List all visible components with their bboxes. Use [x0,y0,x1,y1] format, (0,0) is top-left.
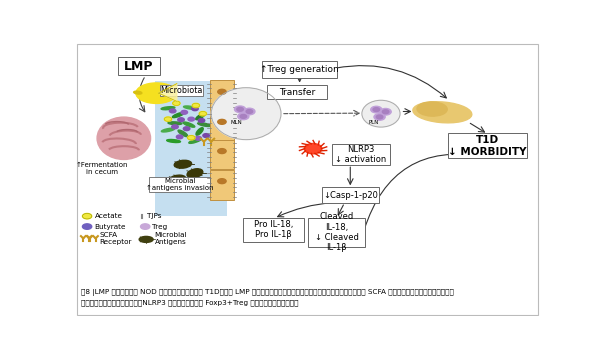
FancyBboxPatch shape [266,85,328,99]
Ellipse shape [178,130,188,137]
Text: ↑Fermentation
in cecum: ↑Fermentation in cecum [76,162,128,175]
Ellipse shape [161,107,175,110]
Circle shape [82,213,92,219]
Circle shape [218,179,226,184]
Ellipse shape [137,84,168,99]
Circle shape [172,125,178,129]
Circle shape [235,106,245,113]
Ellipse shape [136,83,177,103]
Circle shape [195,136,202,140]
Text: SCFA
Receptor: SCFA Receptor [99,232,131,245]
FancyBboxPatch shape [322,187,379,203]
Ellipse shape [189,139,201,143]
Circle shape [169,109,176,113]
FancyBboxPatch shape [448,133,527,158]
Ellipse shape [97,117,151,159]
Polygon shape [158,84,177,102]
Circle shape [240,115,247,118]
FancyBboxPatch shape [332,144,390,165]
Ellipse shape [169,175,186,184]
Circle shape [238,113,249,120]
Ellipse shape [139,236,153,242]
Circle shape [373,108,380,111]
Ellipse shape [417,102,447,116]
Circle shape [376,115,383,119]
Ellipse shape [181,178,197,187]
Circle shape [380,109,391,115]
Circle shape [140,224,150,229]
Ellipse shape [197,123,211,126]
Ellipse shape [304,143,322,154]
FancyBboxPatch shape [210,80,234,110]
FancyBboxPatch shape [77,44,538,315]
Text: ↑Treg generation: ↑Treg generation [260,65,339,74]
Ellipse shape [187,169,203,178]
Circle shape [184,127,190,131]
FancyBboxPatch shape [244,218,304,242]
Ellipse shape [196,113,205,120]
Text: PLN: PLN [368,120,379,125]
Text: 图8 |LMP 补充通过调节 NOD 小鼠的肠道稳态来限制 T1D。补充 LMP 可通过上调紧密连接蛋白的表达诱导肠道微群稳态增加盲肠 SCFA 的产生并使盲肠: 图8 |LMP 补充通过调节 NOD 小鼠的肠道稳态来限制 T1D。补充 LMP… [80,289,454,296]
Ellipse shape [172,113,184,118]
Circle shape [188,117,194,121]
FancyBboxPatch shape [155,81,227,216]
Text: Pro IL-18,
Pro IL-1β: Pro IL-18, Pro IL-1β [254,220,293,239]
Circle shape [246,110,253,113]
Circle shape [244,108,255,115]
Text: Transfer: Transfer [279,88,315,97]
Ellipse shape [134,91,142,94]
Text: Butyrate: Butyrate [95,224,126,230]
FancyBboxPatch shape [160,85,203,96]
Text: NLRP3
↓ activation: NLRP3 ↓ activation [335,145,386,164]
Circle shape [371,106,382,113]
Ellipse shape [184,106,197,109]
Ellipse shape [167,140,181,142]
FancyBboxPatch shape [149,176,211,192]
Ellipse shape [183,122,195,127]
Text: Acetate: Acetate [95,213,122,219]
Text: T1D
↓ MORBIDITY: T1D ↓ MORBIDITY [448,135,527,157]
Text: Treg: Treg [152,224,167,230]
Circle shape [82,224,92,229]
Ellipse shape [196,128,203,135]
Ellipse shape [168,122,182,125]
Text: Microbiota: Microbiota [160,86,202,95]
Circle shape [237,107,244,111]
Ellipse shape [161,128,175,132]
Circle shape [164,117,172,121]
Text: LMP: LMP [124,60,154,73]
Circle shape [173,101,180,105]
FancyBboxPatch shape [308,218,365,247]
Ellipse shape [413,102,472,123]
Circle shape [188,136,195,140]
Text: TJPs: TJPs [147,213,161,219]
Circle shape [374,114,385,120]
Text: 从而导致微生物抗原转运减少、NLRP3 炎性体激活抑制和 Foxp3+Treg 频率增加，盲肠和胰腺。: 从而导致微生物抗原转运减少、NLRP3 炎性体激活抑制和 Foxp3+Treg … [80,300,298,306]
Ellipse shape [211,88,281,140]
Circle shape [176,135,183,139]
Circle shape [192,107,198,111]
FancyBboxPatch shape [210,110,234,140]
Ellipse shape [174,160,191,168]
Text: Cleaved
IL-18,
↓ Cleaved
IL-1β: Cleaved IL-18, ↓ Cleaved IL-1β [314,212,359,252]
FancyBboxPatch shape [210,140,234,169]
Circle shape [218,119,226,124]
Text: ↓Casp-1-p20: ↓Casp-1-p20 [323,191,378,200]
FancyBboxPatch shape [262,61,337,78]
Circle shape [218,149,226,154]
Circle shape [198,119,205,122]
FancyBboxPatch shape [118,58,160,75]
Text: Microbial
Antigens: Microbial Antigens [155,232,187,245]
Circle shape [181,110,188,114]
Circle shape [178,118,184,122]
Circle shape [199,111,206,116]
Circle shape [192,103,200,108]
Text: Microbial
↑antigens invasion: Microbial ↑antigens invasion [146,178,214,191]
Text: MLN: MLN [230,120,242,125]
Circle shape [382,110,389,114]
FancyBboxPatch shape [210,170,234,200]
Circle shape [218,89,226,94]
Ellipse shape [362,100,400,127]
Circle shape [203,133,209,137]
